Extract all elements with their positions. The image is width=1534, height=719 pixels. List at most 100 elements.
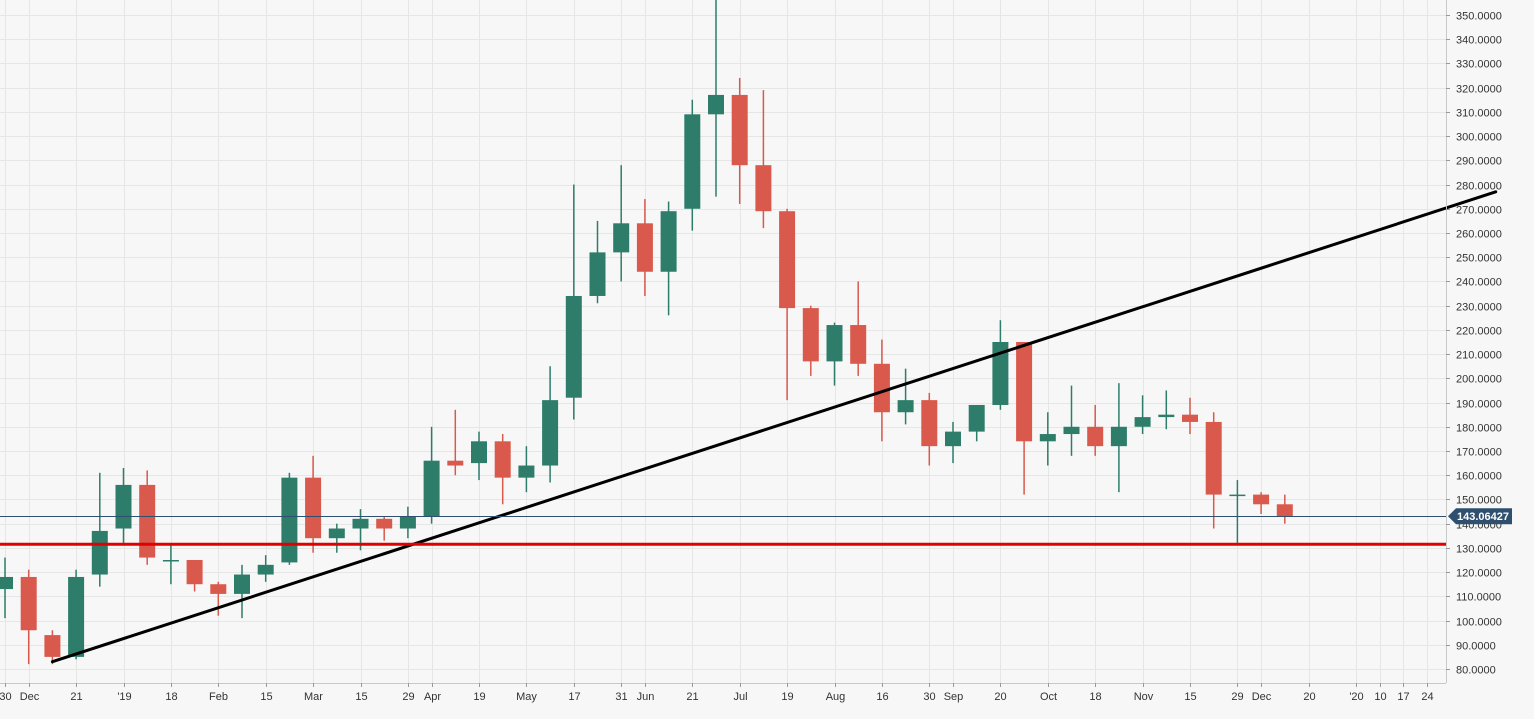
candle-bullish [1110, 383, 1127, 493]
candle-body [139, 484, 156, 558]
time-tick-label: 18 [1089, 691, 1101, 703]
candle-body [708, 94, 724, 115]
price-tick-label: 220.0000 [1456, 326, 1502, 338]
time-tick-label: Dec [20, 691, 40, 703]
candle-body [921, 400, 938, 447]
time-tick-label: 19 [473, 691, 485, 703]
candle-bearish [802, 305, 819, 376]
price-tick-label: 90.0000 [1456, 641, 1496, 653]
price-tick-label: 250.0000 [1456, 253, 1502, 265]
candle-body [1205, 421, 1222, 495]
time-tick-label: 15 [260, 691, 272, 703]
time-tick-label: '20 [1349, 691, 1363, 703]
candle-body [731, 94, 748, 166]
candle-body [257, 564, 274, 575]
candle-body [802, 308, 819, 362]
last-price-tag: 143.06427 [1448, 508, 1512, 525]
price-axis[interactable]: 80.0000 90.0000 100.0000 110.0000 120.0000 13… [1446, 11, 1502, 677]
candle-body [945, 431, 961, 447]
candle-body [1134, 417, 1151, 427]
candle-bullish [992, 320, 1009, 410]
time-tick-label: Jun [637, 691, 655, 703]
time-tick-label: 24 [1421, 691, 1433, 703]
candle-body [897, 400, 914, 413]
candle-body [850, 325, 867, 364]
candle-bearish [779, 208, 796, 401]
time-tick-label: Feb [209, 691, 228, 703]
price-tick-label: 320.0000 [1456, 84, 1502, 96]
candle-bullish [1229, 480, 1246, 546]
candle-bullish [684, 99, 701, 231]
time-tick-label: May [516, 691, 537, 703]
candle-bearish [494, 434, 511, 505]
grid [0, 0, 1446, 683]
time-tick-label: '19 [117, 691, 131, 703]
price-tick-label: 130.0000 [1456, 544, 1502, 556]
time-tick-label: Sep [944, 691, 964, 703]
candle-body [1229, 494, 1246, 497]
candle-body [873, 363, 890, 413]
candle-bullish [589, 220, 606, 304]
drawn-lines [0, 190, 1498, 664]
candle-bullish [1158, 390, 1175, 430]
price-tick-label: 340.0000 [1456, 35, 1502, 47]
candle-bullish [234, 564, 250, 619]
candle-body [1182, 414, 1198, 422]
candle-bearish [1087, 404, 1104, 456]
time-tick-label: Dec [1252, 691, 1272, 703]
candle-bearish [731, 77, 748, 204]
time-tick-label: 15 [1184, 691, 1196, 703]
price-tick-label: 190.0000 [1456, 399, 1502, 411]
candle-bearish [1253, 492, 1270, 514]
candle-bearish [921, 392, 938, 466]
candle-body [1063, 426, 1080, 435]
candle-body [447, 460, 464, 466]
candle-body [992, 342, 1009, 405]
candle-bearish [186, 560, 203, 592]
candle-bearish [1016, 342, 1033, 495]
price-tick-label: 330.0000 [1456, 59, 1502, 71]
candle-body [779, 211, 796, 309]
candle-body [542, 400, 559, 466]
time-tick-label: 18 [165, 691, 177, 703]
candle-bearish [20, 569, 37, 665]
price-tick-label: 210.0000 [1456, 350, 1502, 362]
candle-body [186, 560, 203, 585]
time-tick-label: 21 [686, 691, 698, 703]
candle-bullish [281, 472, 298, 565]
last-price-label: 143.06427 [1457, 511, 1509, 523]
price-tick-label: 300.0000 [1456, 132, 1502, 144]
candle-bearish [1276, 494, 1293, 524]
candle-bullish [968, 404, 985, 442]
candle-bullish [613, 165, 630, 282]
candle-body [565, 295, 582, 398]
candle-bearish [447, 409, 464, 476]
price-tick-label: 160.0000 [1456, 471, 1502, 483]
candle-bearish [636, 199, 653, 296]
candle-bearish [376, 516, 393, 541]
candle-bearish [1205, 412, 1222, 529]
time-axis[interactable]: 30 Dec 21 '19 18 Feb 15 Mar 15 29 Apr 19 May 17 31 Jun 2… [0, 683, 1434, 703]
candle-body [423, 460, 440, 517]
price-tick-label: 230.0000 [1456, 302, 1502, 314]
candle-body [660, 211, 677, 272]
candle-bullish [91, 472, 108, 587]
price-tick-label: 100.0000 [1456, 617, 1502, 629]
price-tick-label: 120.0000 [1456, 568, 1502, 580]
candle-body [305, 477, 322, 539]
time-tick-label: Nov [1134, 691, 1154, 703]
candle-body [636, 223, 653, 272]
candle-body [1087, 426, 1104, 447]
candles [0, 0, 1293, 665]
time-tick-label: 29 [402, 691, 414, 703]
price-tick-label: 270.0000 [1456, 205, 1502, 217]
candle-body [471, 441, 487, 464]
price-tick-label: 240.0000 [1456, 277, 1502, 289]
candle-bullish [1039, 412, 1056, 466]
candle-body [518, 465, 535, 478]
candle-body [1276, 504, 1293, 517]
candle-bullish [115, 467, 132, 546]
price-tick-label: 110.0000 [1456, 592, 1501, 604]
